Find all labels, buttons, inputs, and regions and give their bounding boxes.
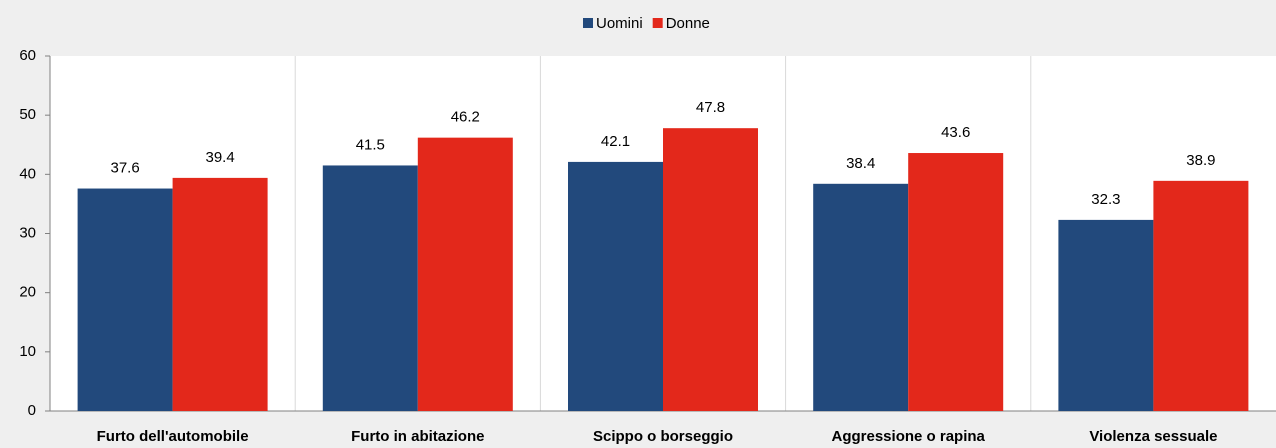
data-label: 37.6: [110, 160, 139, 177]
data-label: 38.9: [1186, 152, 1215, 169]
bar: [908, 153, 1004, 412]
legend-swatch: [583, 18, 593, 28]
data-label: 41.5: [356, 136, 385, 153]
x-tick-label: Furto in abitazione: [351, 428, 484, 445]
data-label: 42.1: [601, 133, 630, 150]
bar: [417, 137, 513, 411]
bar: [663, 128, 758, 411]
x-tick-label: Violenza sessuale: [1089, 428, 1217, 445]
y-tick-label: 20: [19, 284, 36, 301]
data-label: 32.3: [1091, 191, 1120, 208]
data-label: 38.4: [846, 155, 875, 172]
bar: [813, 183, 909, 411]
y-tick-label: 0: [28, 402, 36, 419]
bar: [568, 161, 663, 411]
data-label: 46.2: [451, 109, 480, 126]
x-tick-label: Aggressione o rapina: [832, 428, 986, 445]
bar: [322, 165, 418, 411]
data-label: 43.6: [941, 124, 970, 141]
x-tick-label: Scippo o borseggio: [593, 428, 733, 445]
bar: [77, 188, 173, 411]
bar: [1058, 219, 1154, 411]
legend-label: Uomini: [596, 15, 643, 32]
x-tick-label: Furto dell'automobile: [97, 428, 249, 445]
legend-swatch: [652, 18, 663, 28]
legend-label: Donne: [666, 15, 710, 32]
data-label: 39.4: [205, 149, 234, 166]
data-label: 47.8: [696, 99, 725, 116]
y-tick-label: 50: [19, 106, 36, 123]
y-tick-label: 30: [19, 224, 36, 241]
bar: [172, 177, 268, 411]
y-tick-label: 40: [19, 165, 36, 182]
bar: [1153, 180, 1249, 411]
y-tick-label: 10: [19, 343, 36, 360]
y-tick-label: 60: [19, 47, 36, 64]
